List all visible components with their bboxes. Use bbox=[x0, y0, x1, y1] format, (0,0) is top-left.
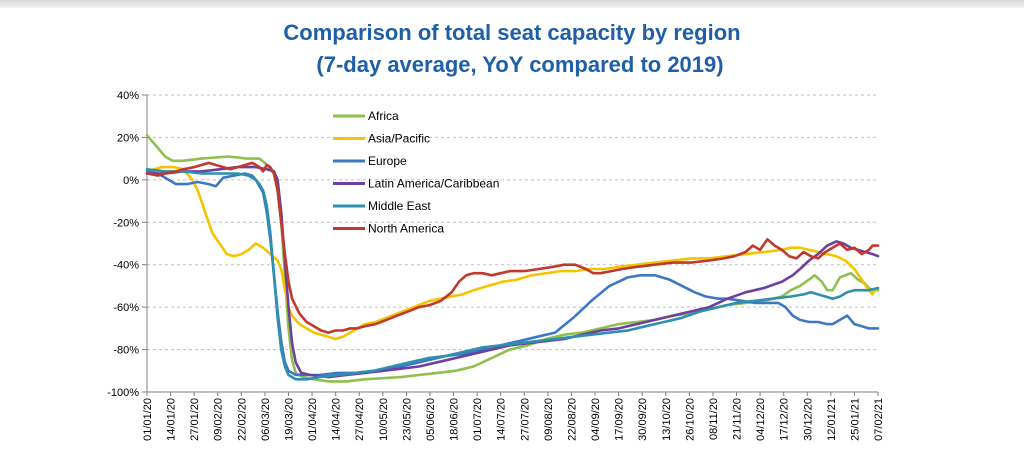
legend-label: North America bbox=[368, 222, 444, 236]
x-tick-label: 30/09/20 bbox=[637, 398, 649, 441]
x-tick-label: 27/04/20 bbox=[354, 398, 366, 441]
legend-label: Middle East bbox=[368, 199, 431, 213]
y-tick-label: -100% bbox=[107, 387, 139, 399]
x-tick-label: 26/10/20 bbox=[684, 398, 696, 441]
y-tick-label: -20% bbox=[113, 217, 139, 229]
legend: Africa Asia/Pacific Europe Latin America/Ca… bbox=[333, 109, 499, 236]
series-line-middle-east bbox=[145, 168, 880, 381]
x-tick-label: 27/07/20 bbox=[519, 398, 531, 441]
x-tick-label: 23/05/20 bbox=[401, 398, 413, 441]
legend-label: Asia/Pacific bbox=[368, 132, 430, 146]
legend-label: Europe bbox=[368, 154, 407, 168]
x-tick-label: 06/03/20 bbox=[260, 398, 272, 441]
x-tick-label: 19/03/20 bbox=[283, 398, 295, 441]
x-tick-label: 30/12/20 bbox=[802, 398, 814, 441]
x-tick-label: 07/02/21 bbox=[873, 398, 885, 441]
legend-label: Latin America/Caribbean bbox=[368, 177, 499, 191]
x-tick-label: 04/12/20 bbox=[755, 398, 767, 441]
series-line-north-america bbox=[145, 161, 880, 334]
y-tick-label: 20% bbox=[117, 132, 139, 144]
y-tick-label: 0% bbox=[123, 175, 139, 187]
x-tick-label: 27/01/20 bbox=[189, 398, 201, 441]
x-tick-label: 17/09/20 bbox=[614, 398, 626, 441]
y-tick-label: -60% bbox=[113, 302, 139, 314]
series-lines bbox=[145, 134, 880, 383]
x-tick-label: 04/09/20 bbox=[590, 398, 602, 441]
x-tick-label: 14/07/20 bbox=[496, 398, 508, 441]
top-bar bbox=[0, 0, 1024, 8]
legend-label: Africa bbox=[368, 109, 399, 123]
y-tick-label: -40% bbox=[113, 260, 139, 272]
x-axis: 01/01/20 14/01/20 27/01/20 09/02/20 22/02/20… bbox=[142, 391, 885, 441]
x-tick-label: 13/10/20 bbox=[661, 398, 673, 441]
x-tick-label: 14/04/20 bbox=[331, 398, 343, 441]
x-tick-label: 01/01/20 bbox=[142, 398, 154, 441]
x-tick-label: 17/12/20 bbox=[779, 398, 791, 441]
x-tick-label: 08/11/20 bbox=[708, 398, 720, 440]
x-tick-label: 09/08/20 bbox=[543, 398, 555, 441]
y-tick-label: 40% bbox=[117, 90, 139, 102]
series-line-asia-pacific bbox=[145, 165, 880, 341]
x-tick-label: 14/01/20 bbox=[166, 398, 178, 441]
x-tick-label: 25/01/21 bbox=[849, 398, 861, 441]
x-tick-label: 22/08/20 bbox=[566, 398, 578, 441]
x-tick-label: 01/04/20 bbox=[307, 398, 319, 441]
x-tick-label: 05/06/20 bbox=[425, 398, 437, 441]
x-tick-label: 12/01/21 bbox=[826, 398, 838, 441]
y-tick-label: -80% bbox=[113, 345, 139, 357]
x-tick-label: 10/05/20 bbox=[378, 398, 390, 441]
gridlines bbox=[147, 94, 878, 351]
x-tick-label: 21/11/20 bbox=[732, 398, 744, 440]
x-tick-label: 01/07/20 bbox=[472, 398, 484, 441]
chart-subtitle: (7-day average, YoY compared to 2019) bbox=[316, 52, 724, 77]
x-tick-label: 09/02/20 bbox=[213, 398, 225, 441]
y-axis: 40% 20% 0% -20% -40% -60% -80% -100% bbox=[107, 90, 148, 399]
x-tick-label: 22/02/20 bbox=[236, 398, 248, 441]
x-tick-label: 18/06/20 bbox=[449, 398, 461, 441]
chart-title: Comparison of total seat capacity by reg… bbox=[283, 20, 741, 45]
